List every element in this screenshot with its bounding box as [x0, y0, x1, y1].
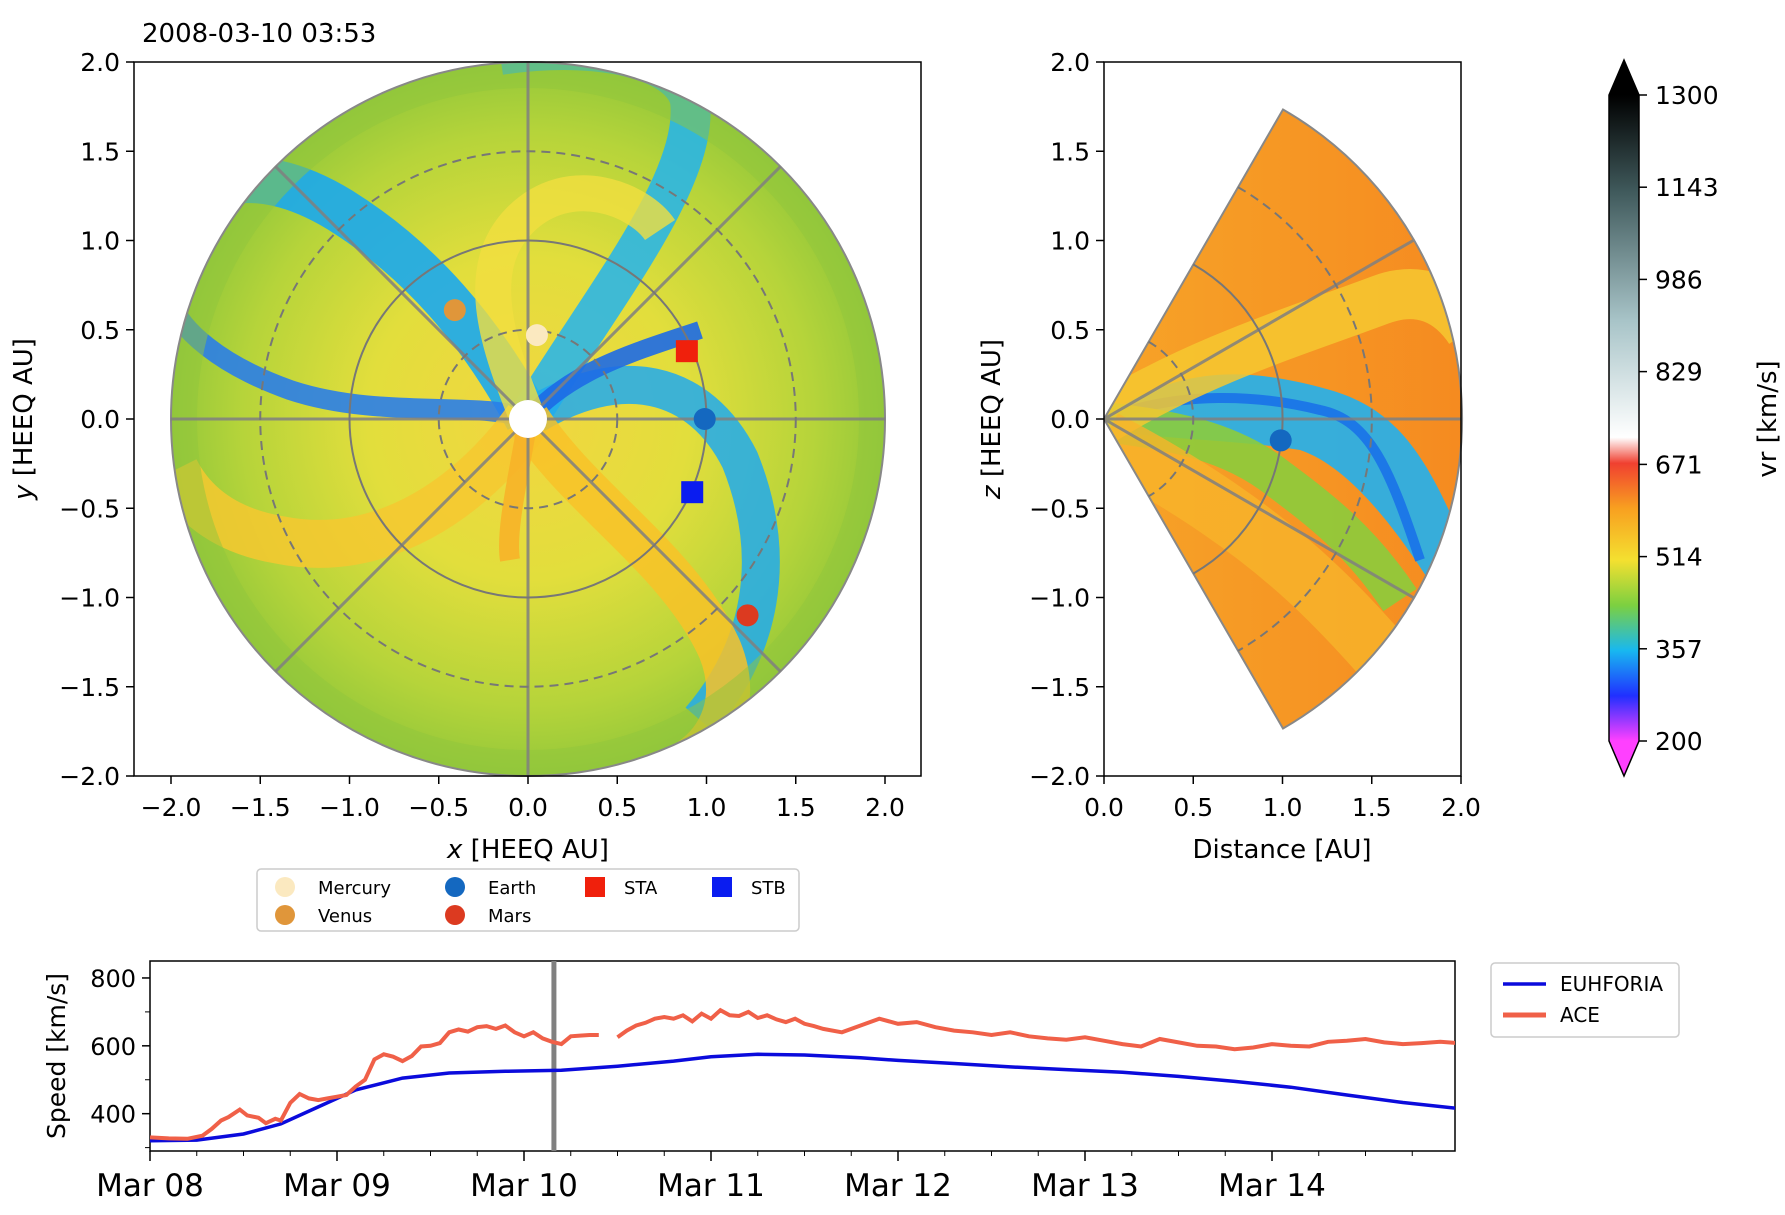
- stb-marker: [681, 481, 704, 504]
- meridional-xtick-label: 0.5: [1173, 793, 1213, 822]
- series-legend-frame: [1490, 962, 1680, 1038]
- ecliptic-ytick-label: 0.5: [80, 316, 120, 345]
- euhforia-line: [150, 1052, 1455, 1143]
- ecliptic-xtick-label: −0.5: [408, 793, 469, 822]
- ecliptic-ytick-label: 2.0: [80, 48, 120, 77]
- timeseries-xtick-label: Mar 08: [96, 1168, 204, 1204]
- ecliptic-ytick-label: 0.0: [80, 405, 120, 434]
- colorbar: 200 357 514 671 829 986 1143 1300 vr [km/s]: [1608, 58, 1783, 778]
- venus-marker: [443, 299, 466, 322]
- mars-legend-label: Mars: [488, 906, 531, 927]
- meridional-xtick-label: 1.0: [1263, 793, 1303, 822]
- ecliptic-ytick-label: 1.5: [80, 137, 120, 166]
- earth-marker: [693, 408, 716, 430]
- meridional-ytick-label: 2.0: [1050, 48, 1090, 77]
- colorbar-tick-label: 357: [1655, 635, 1703, 664]
- colorbar-tick-label: 1300: [1655, 81, 1719, 110]
- ecliptic-ytick-label: −0.5: [59, 494, 120, 523]
- series-legend: EUHFORIA ACE: [1490, 962, 1680, 1038]
- ecliptic-ytick-label: −1.0: [59, 584, 120, 613]
- timeseries-xtick-label: Mar 11: [657, 1168, 765, 1204]
- ecliptic-bodies: [443, 299, 759, 627]
- colorbar-extend-min: [1609, 741, 1639, 776]
- meridional-ytick-label: 1.0: [1050, 227, 1090, 256]
- ecliptic-xtick-label: 0.5: [597, 793, 637, 822]
- timeseries-ytick-label: 800: [90, 965, 136, 993]
- meridional-xtick-label: 0.0: [1084, 793, 1124, 822]
- timeseries-panel: 400 600 800 Mar 08 Mar 09 Mar 10 Mar 11 Mar 12 M…: [42, 960, 1456, 1204]
- meridional-ytick-label: −1.5: [1029, 673, 1090, 702]
- meridional-ylabel: z [HEEQ AU]: [977, 339, 1007, 500]
- ace-line: [150, 1007, 1455, 1141]
- meridional-xlabel: Distance [AU]: [1192, 835, 1371, 865]
- ecliptic-panel: 2008-03-10 03:53: [9, 19, 922, 865]
- meridional-panel: 0.0 0.5 1.0 1.5 2.0 −2.0 −1.5 −1.0 −0.5 0.0 0.5 1.0…: [977, 48, 1481, 865]
- ecliptic-xtick-label: −1.5: [230, 793, 291, 822]
- meridional-ytick-label: 1.5: [1050, 137, 1090, 166]
- ecliptic-xtick-label: 1.0: [687, 793, 727, 822]
- stb-legend-label: STB: [751, 878, 786, 899]
- mars-marker: [736, 604, 759, 627]
- sta-marker: [675, 340, 698, 363]
- mercury-marker: [525, 324, 548, 347]
- meridional-xtick-label: 2.0: [1441, 793, 1481, 822]
- mars-legend-marker: [445, 905, 465, 925]
- ecliptic-xtick-label: 0.0: [508, 793, 548, 822]
- meridional-ytick-label: 0.0: [1050, 405, 1090, 434]
- colorbar-extend-max: [1609, 60, 1639, 95]
- ecliptic-ytick-label: −1.5: [59, 673, 120, 702]
- meridional-ticks: 0.0 0.5 1.0 1.5 2.0 −2.0 −1.5 −1.0 −0.5 0.0 0.5 1.0…: [1029, 48, 1481, 822]
- earth-legend-label: Earth: [488, 878, 536, 899]
- meridional-ytick-label: 0.5: [1050, 316, 1090, 345]
- meridional-ytick-label: −1.0: [1029, 584, 1090, 613]
- ecliptic-ytick-label: −2.0: [59, 762, 120, 791]
- ecliptic-xtick-label: 2.0: [865, 793, 905, 822]
- timeseries-xtick-label: Mar 13: [1031, 1168, 1139, 1204]
- euhforia-legend-label: EUHFORIA: [1560, 972, 1663, 996]
- earth-legend-marker: [445, 877, 465, 897]
- ecliptic-xtick-label: −1.0: [319, 793, 380, 822]
- ecliptic-ticks: −2.0 −2.0 −1.5 −1.5 −1.0 −1.0 −0.5 −0.5 0.0 0.0 0.…: [59, 48, 905, 822]
- timeseries-ytick-label: 600: [90, 1033, 136, 1061]
- timeseries-xtick-label: Mar 09: [283, 1168, 391, 1204]
- timestamp-label: 2008-03-10 03:53: [142, 19, 376, 49]
- colorbar-tick-label: 986: [1655, 265, 1703, 294]
- ecliptic-xtick-label: 1.5: [776, 793, 816, 822]
- bodies-legend: Mercury Earth STA STB Venus Mars: [256, 868, 800, 932]
- timeseries-xtick-label: Mar 14: [1218, 1168, 1326, 1204]
- stb-legend-marker: [712, 877, 732, 897]
- colorbar-tick-label: 1143: [1655, 173, 1719, 202]
- meridional-xtick-label: 1.5: [1352, 793, 1392, 822]
- mercury-legend-marker: [275, 877, 295, 897]
- colorbar-tick-label: 200: [1655, 727, 1703, 756]
- timeseries-ytick-label: 400: [90, 1101, 136, 1129]
- meridional-ytick-label: −2.0: [1029, 762, 1090, 791]
- earth-meridional-marker: [1269, 429, 1292, 452]
- ecliptic-ylabel: y [HEEQ AU]: [9, 338, 39, 501]
- colorbar-tick-label: 514: [1655, 543, 1703, 572]
- bodies-legend-frame: [256, 868, 800, 932]
- colorbar-tick-label: 671: [1655, 450, 1703, 479]
- sta-legend-marker: [585, 877, 605, 897]
- colorbar-gradient: [1609, 95, 1639, 741]
- venus-legend-label: Venus: [318, 906, 372, 927]
- timeseries-xtick-label: Mar 10: [470, 1168, 578, 1204]
- meridional-ytick-label: −0.5: [1029, 494, 1090, 523]
- ace-legend-label: ACE: [1560, 1003, 1600, 1027]
- ecliptic-ytick-label: 1.0: [80, 227, 120, 256]
- timeseries-ticks: 400 600 800 Mar 08 Mar 09 Mar 10 Mar 11 Mar 12 M…: [90, 965, 1413, 1204]
- sta-legend-label: STA: [624, 878, 658, 899]
- venus-legend-marker: [275, 905, 295, 925]
- ecliptic-xtick-label: −2.0: [141, 793, 202, 822]
- timeseries-ylabel: Speed [km/s]: [42, 973, 71, 1139]
- colorbar-label: vr [km/s]: [1753, 360, 1783, 477]
- inner-boundary: [509, 400, 547, 438]
- timeseries-xtick-label: Mar 12: [844, 1168, 952, 1204]
- mercury-legend-label: Mercury: [318, 878, 391, 899]
- colorbar-tick-label: 829: [1655, 358, 1703, 387]
- meridional-rings: [1148, 186, 1373, 652]
- meridional-bodies: [1269, 429, 1292, 452]
- ecliptic-xlabel: x [HEEQ AU]: [446, 835, 609, 865]
